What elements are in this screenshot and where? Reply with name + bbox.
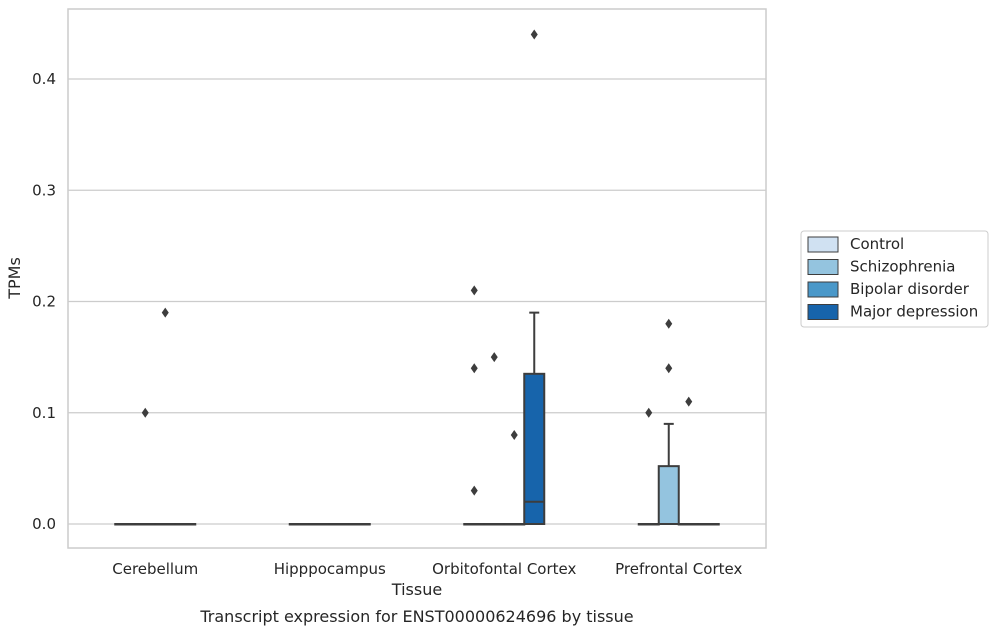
plot-background [68, 9, 766, 548]
y-tick-label: 0.0 [32, 515, 56, 533]
box-series [114, 29, 720, 526]
legend: Control Schizophrenia Bipolar disorder Majo… [800, 230, 989, 328]
box [657, 465, 680, 525]
x-tick-labels: Cerebellum Hipppocampus Orbitofontal Corte… [112, 560, 742, 578]
outlier-point [141, 407, 149, 418]
outlier-point [470, 363, 478, 374]
y-tick-labels: 0.0 0.1 0.2 0.3 0.4 [32, 70, 56, 533]
y-tick-label: 0.3 [32, 181, 56, 199]
outlier-point [510, 430, 518, 440]
outlier-point [645, 407, 653, 418]
plot-frame [67, 8, 767, 549]
outlier-point [530, 29, 538, 40]
legend-frame [800, 230, 989, 328]
legend-label: Major depression [850, 303, 978, 321]
legend-swatch [807, 236, 839, 253]
legend-label: Schizophrenia [850, 258, 955, 276]
y-tick-label: 0.1 [32, 404, 56, 422]
legend-label: Bipolar disorder [850, 280, 970, 298]
outlier-point [490, 352, 498, 363]
x-tick-label: Hipppocampus [274, 560, 386, 578]
y-tick-label: 0.2 [32, 293, 56, 311]
y-axis-label: TPMs [5, 257, 24, 300]
legend-swatch [807, 304, 839, 320]
x-axis-label: Tissue [391, 580, 442, 599]
outlier-point [470, 285, 478, 296]
legend-label: Control [850, 235, 904, 253]
x-tick-label: Orbitofontal Cortex [432, 560, 576, 578]
chart-caption: Transcript expression for ENST0000062469… [199, 607, 633, 626]
outlier-point [161, 307, 169, 318]
legend-swatch [807, 259, 839, 275]
y-tick-label: 0.4 [32, 70, 56, 88]
box [523, 372, 546, 525]
outlier-point [665, 318, 673, 329]
x-tick-label: Prefrontal Cortex [615, 560, 742, 578]
legend-swatch [807, 281, 839, 298]
outlier-point [685, 396, 693, 407]
outlier-point [665, 363, 673, 374]
outlier-point [470, 485, 478, 496]
x-tick-label: Cerebellum [112, 560, 198, 578]
